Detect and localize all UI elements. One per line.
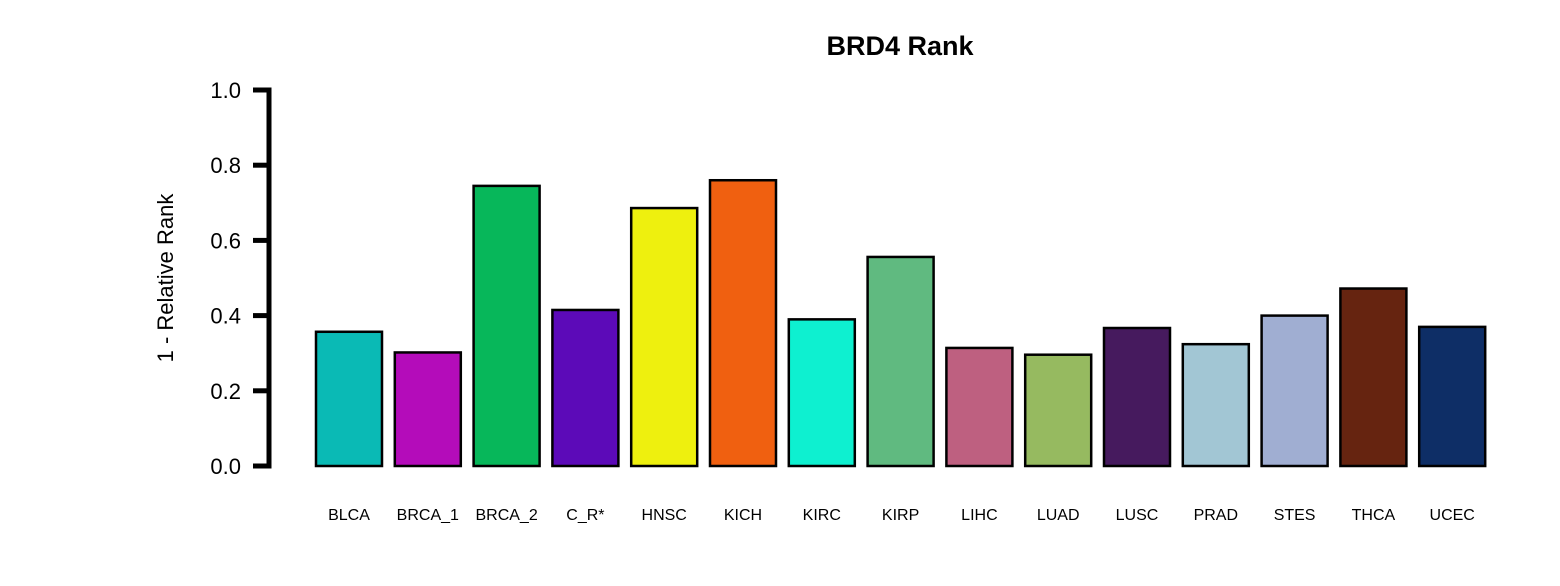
x-tick-label: KIRC: [803, 507, 841, 524]
y-tick-label: 0.2: [210, 379, 241, 404]
x-tick-label: BRCA_2: [475, 507, 537, 524]
bar-lusc: [1102, 326, 1172, 468]
x-axis-labels: BLCA BRCA_1 BRCA_2 C_R* HNSC KICH KIRC KIRP LIHC…: [328, 507, 1475, 524]
x-tick-label: PRAD: [1194, 507, 1238, 524]
x-tick-label: BLCA: [328, 507, 370, 524]
bar-prad: [1181, 342, 1251, 468]
bar-thca: [1339, 287, 1408, 468]
x-tick-label: HNSC: [642, 507, 687, 524]
bars: [314, 178, 1487, 468]
chart-title: BRD4 Rank: [826, 31, 974, 61]
y-tick-label: 0.8: [210, 153, 241, 178]
bar-blca: [314, 330, 384, 468]
bar-kich: [708, 178, 778, 468]
y-tick-label: 0.4: [210, 304, 241, 329]
x-tick-label: STES: [1274, 507, 1316, 524]
y-tick-label: 0.0: [210, 454, 241, 479]
y-tick-label: 1.0: [210, 78, 241, 103]
y-tick-label: 0.6: [210, 228, 241, 253]
bar-kirp: [866, 255, 935, 468]
x-tick-label: BRCA_1: [397, 507, 459, 524]
x-tick-label: LUSC: [1116, 507, 1159, 524]
x-tick-label: KICH: [724, 507, 762, 524]
x-tick-label: THCA: [1352, 507, 1396, 524]
bar-hnsc: [629, 206, 699, 468]
x-tick-label: UCEC: [1430, 507, 1475, 524]
bar-ucec: [1417, 325, 1487, 468]
x-tick-label: C_R*: [566, 507, 604, 524]
bar-brca-2: [472, 184, 541, 468]
bar-kirc: [787, 318, 857, 468]
bar-luad: [1023, 353, 1093, 468]
bar-brca-1: [393, 351, 463, 468]
bar-stes: [1260, 314, 1329, 468]
y-axis: 0.0 0.2 0.4 0.6 0.8 1.0: [210, 78, 272, 479]
x-tick-label: LIHC: [961, 507, 997, 524]
bar-c-r: [551, 308, 620, 468]
y-axis-label: 1 - Relative Rank: [153, 193, 178, 363]
bar-lihc: [945, 346, 1014, 468]
x-tick-label: KIRP: [882, 507, 919, 524]
x-tick-label: LUAD: [1037, 507, 1080, 524]
